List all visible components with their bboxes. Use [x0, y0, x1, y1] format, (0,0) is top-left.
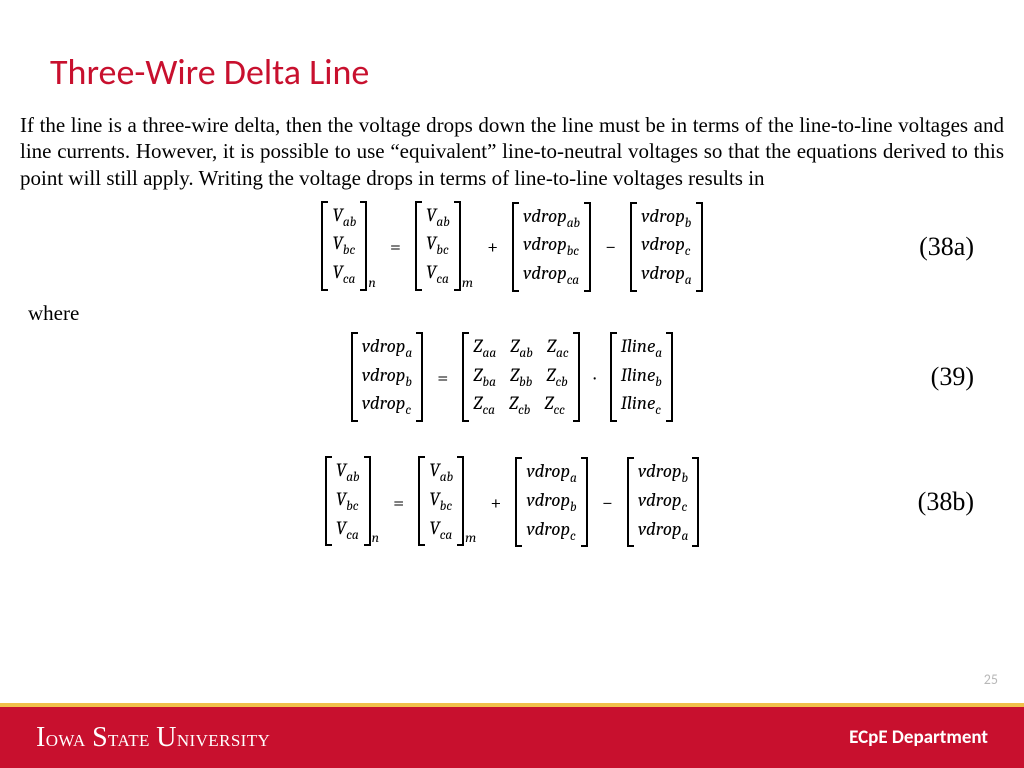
- slide-title: Three-Wire Delta Line: [50, 50, 1004, 94]
- equation-38b: VabVbcVca n = VabVbcVca m + vdropavdropb…: [20, 456, 1004, 548]
- plus-op: +: [486, 491, 505, 514]
- equation-number: (39): [931, 362, 974, 392]
- equals-op: =: [433, 366, 452, 389]
- slide-container: Three-Wire Delta Line If the line is a t…: [0, 0, 1024, 768]
- equation-number: (38b): [918, 487, 974, 517]
- footer-bar: Iowa State University ECpE Department: [0, 703, 1024, 768]
- minus-op: −: [601, 235, 620, 258]
- equals-op: =: [386, 235, 405, 258]
- equation-number: (38a): [919, 232, 974, 262]
- plus-op: +: [483, 235, 502, 258]
- subscript-m: m: [465, 529, 476, 546]
- where-label: where: [28, 301, 1004, 326]
- minus-op: −: [598, 491, 617, 514]
- subscript-n: n: [372, 529, 379, 546]
- subscript-m: m: [462, 274, 473, 291]
- equation-39: vdropavdropbvdropc = ZaaZabZacZbaZbbZcbZ…: [20, 332, 1004, 422]
- body-paragraph: If the line is a three-wire delta, then …: [20, 112, 1004, 191]
- equation-38a: VabVbcVca n = VabVbcVca m + vdropabvdrop…: [20, 201, 1004, 293]
- dot-op: ·: [590, 366, 600, 389]
- university-logo: Iowa State University: [36, 722, 270, 754]
- equals-op: =: [389, 491, 408, 514]
- subscript-n: n: [368, 274, 375, 291]
- page-number: 25: [984, 671, 998, 688]
- department-label: ECpE Department: [849, 726, 988, 749]
